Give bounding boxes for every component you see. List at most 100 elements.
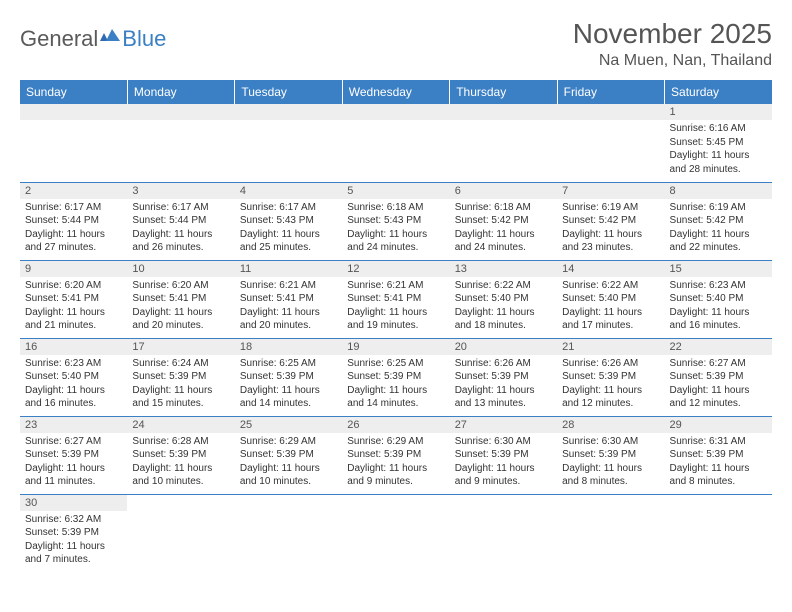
day-number-bar: 14 [557,261,664,277]
calendar-day-cell [235,104,342,182]
calendar-day-cell: 8Sunrise: 6:19 AMSunset: 5:42 PMDaylight… [665,182,772,260]
day-details: Sunrise: 6:28 AMSunset: 5:39 PMDaylight:… [127,433,234,493]
calendar-day-cell: 18Sunrise: 6:25 AMSunset: 5:39 PMDayligh… [235,338,342,416]
day-number-bar: 21 [557,339,664,355]
calendar-day-cell: 24Sunrise: 6:28 AMSunset: 5:39 PMDayligh… [127,416,234,494]
day-number-bar [20,104,127,120]
day-number-bar: 11 [235,261,342,277]
day-number-bar [127,104,234,120]
day-details: Sunrise: 6:26 AMSunset: 5:39 PMDaylight:… [557,355,664,415]
day-number-bar: 4 [235,183,342,199]
logo: General Blue [20,26,166,52]
day-number-bar: 12 [342,261,449,277]
calendar-day-cell: 26Sunrise: 6:29 AMSunset: 5:39 PMDayligh… [342,416,449,494]
title-block: November 2025 Na Muen, Nan, Thailand [573,18,772,70]
day-details: Sunrise: 6:27 AMSunset: 5:39 PMDaylight:… [20,433,127,493]
calendar-day-cell [450,494,557,572]
calendar-day-cell: 16Sunrise: 6:23 AMSunset: 5:40 PMDayligh… [20,338,127,416]
day-details: Sunrise: 6:26 AMSunset: 5:39 PMDaylight:… [450,355,557,415]
calendar-day-cell: 14Sunrise: 6:22 AMSunset: 5:40 PMDayligh… [557,260,664,338]
weekday-header: Monday [127,80,234,104]
calendar-week-row: 23Sunrise: 6:27 AMSunset: 5:39 PMDayligh… [20,416,772,494]
calendar-day-cell [557,104,664,182]
calendar-day-cell: 4Sunrise: 6:17 AMSunset: 5:43 PMDaylight… [235,182,342,260]
day-details: Sunrise: 6:23 AMSunset: 5:40 PMDaylight:… [665,277,772,337]
day-number-bar: 5 [342,183,449,199]
day-details: Sunrise: 6:21 AMSunset: 5:41 PMDaylight:… [235,277,342,337]
day-details: Sunrise: 6:25 AMSunset: 5:39 PMDaylight:… [342,355,449,415]
month-title: November 2025 [573,18,772,50]
day-details: Sunrise: 6:21 AMSunset: 5:41 PMDaylight:… [342,277,449,337]
day-details: Sunrise: 6:17 AMSunset: 5:44 PMDaylight:… [20,199,127,259]
location: Na Muen, Nan, Thailand [573,52,772,70]
day-number-bar: 17 [127,339,234,355]
day-number-bar [235,104,342,120]
weekday-header: Friday [557,80,664,104]
day-details: Sunrise: 6:29 AMSunset: 5:39 PMDaylight:… [235,433,342,493]
calendar-day-cell [342,104,449,182]
calendar-week-row: 16Sunrise: 6:23 AMSunset: 5:40 PMDayligh… [20,338,772,416]
calendar-day-cell: 1Sunrise: 6:16 AMSunset: 5:45 PMDaylight… [665,104,772,182]
day-details: Sunrise: 6:20 AMSunset: 5:41 PMDaylight:… [20,277,127,337]
day-details: Sunrise: 6:27 AMSunset: 5:39 PMDaylight:… [665,355,772,415]
day-number-bar: 6 [450,183,557,199]
day-number-bar: 25 [235,417,342,433]
calendar-day-cell [665,494,772,572]
day-details: Sunrise: 6:22 AMSunset: 5:40 PMDaylight:… [450,277,557,337]
calendar-day-cell: 17Sunrise: 6:24 AMSunset: 5:39 PMDayligh… [127,338,234,416]
calendar-day-cell [450,104,557,182]
calendar-day-cell: 9Sunrise: 6:20 AMSunset: 5:41 PMDaylight… [20,260,127,338]
day-number-bar: 26 [342,417,449,433]
calendar-day-cell: 23Sunrise: 6:27 AMSunset: 5:39 PMDayligh… [20,416,127,494]
day-details: Sunrise: 6:19 AMSunset: 5:42 PMDaylight:… [665,199,772,259]
day-details: Sunrise: 6:23 AMSunset: 5:40 PMDaylight:… [20,355,127,415]
calendar-body: 1Sunrise: 6:16 AMSunset: 5:45 PMDaylight… [20,104,772,572]
weekday-header: Thursday [450,80,557,104]
day-number-bar: 3 [127,183,234,199]
calendar-day-cell: 13Sunrise: 6:22 AMSunset: 5:40 PMDayligh… [450,260,557,338]
day-number-bar: 7 [557,183,664,199]
flag-icon [100,29,120,43]
day-details: Sunrise: 6:29 AMSunset: 5:39 PMDaylight:… [342,433,449,493]
day-details: Sunrise: 6:32 AMSunset: 5:39 PMDaylight:… [20,511,127,571]
logo-text-blue: Blue [122,26,166,52]
calendar-day-cell: 22Sunrise: 6:27 AMSunset: 5:39 PMDayligh… [665,338,772,416]
calendar-week-row: 2Sunrise: 6:17 AMSunset: 5:44 PMDaylight… [20,182,772,260]
calendar-day-cell [20,104,127,182]
day-details: Sunrise: 6:30 AMSunset: 5:39 PMDaylight:… [450,433,557,493]
day-number-bar: 16 [20,339,127,355]
calendar-day-cell [127,104,234,182]
day-details: Sunrise: 6:22 AMSunset: 5:40 PMDaylight:… [557,277,664,337]
weekday-header: Tuesday [235,80,342,104]
calendar-day-cell: 2Sunrise: 6:17 AMSunset: 5:44 PMDaylight… [20,182,127,260]
day-number-bar: 15 [665,261,772,277]
day-number-bar: 23 [20,417,127,433]
header: General Blue November 2025 Na Muen, Nan,… [20,18,772,70]
day-number-bar: 29 [665,417,772,433]
calendar-day-cell: 15Sunrise: 6:23 AMSunset: 5:40 PMDayligh… [665,260,772,338]
calendar-day-cell [235,494,342,572]
calendar-day-cell: 7Sunrise: 6:19 AMSunset: 5:42 PMDaylight… [557,182,664,260]
day-number-bar: 20 [450,339,557,355]
day-number-bar [450,104,557,120]
day-details: Sunrise: 6:16 AMSunset: 5:45 PMDaylight:… [665,120,772,180]
day-details: Sunrise: 6:17 AMSunset: 5:44 PMDaylight:… [127,199,234,259]
calendar-week-row: 9Sunrise: 6:20 AMSunset: 5:41 PMDaylight… [20,260,772,338]
day-number-bar: 8 [665,183,772,199]
day-number-bar: 27 [450,417,557,433]
day-details: Sunrise: 6:30 AMSunset: 5:39 PMDaylight:… [557,433,664,493]
calendar-week-row: 30Sunrise: 6:32 AMSunset: 5:39 PMDayligh… [20,494,772,572]
day-number-bar: 28 [557,417,664,433]
day-number-bar: 30 [20,495,127,511]
calendar-day-cell: 10Sunrise: 6:20 AMSunset: 5:41 PMDayligh… [127,260,234,338]
calendar-day-cell [127,494,234,572]
weekday-header: Wednesday [342,80,449,104]
day-number-bar: 10 [127,261,234,277]
day-number-bar: 22 [665,339,772,355]
day-number-bar [342,104,449,120]
day-number-bar: 1 [665,104,772,120]
day-details: Sunrise: 6:18 AMSunset: 5:43 PMDaylight:… [342,199,449,259]
calendar-day-cell: 19Sunrise: 6:25 AMSunset: 5:39 PMDayligh… [342,338,449,416]
calendar-day-cell: 12Sunrise: 6:21 AMSunset: 5:41 PMDayligh… [342,260,449,338]
day-number-bar: 24 [127,417,234,433]
